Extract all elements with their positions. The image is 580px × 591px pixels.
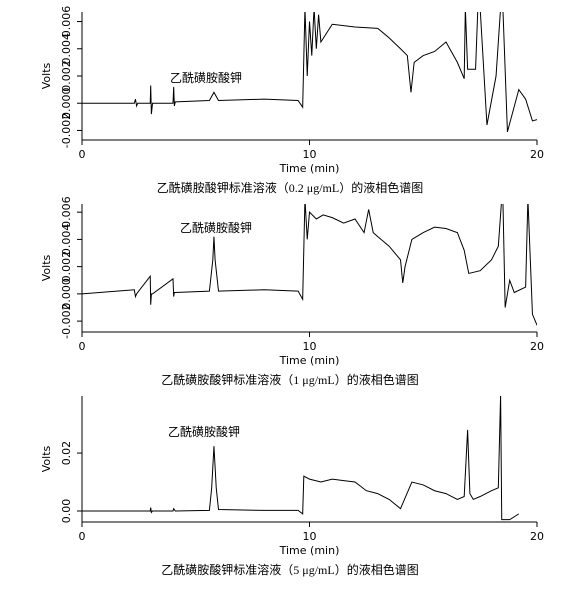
x-tick-label: 0 xyxy=(79,340,86,353)
y-axis-label: Volts xyxy=(40,254,53,281)
trace xyxy=(82,12,537,132)
y-tick-label: 0.02 xyxy=(60,441,73,466)
y-tick-label: 0.00 xyxy=(60,499,73,524)
caption: 乙酰磺胺酸钾标准溶液（1 μg/mL）的液相色谱图 xyxy=(161,372,418,387)
x-tick-label: 20 xyxy=(530,340,544,353)
x-axis-label: Time (min) xyxy=(279,354,340,367)
x-tick-label: 0 xyxy=(79,148,86,161)
x-tick-label: 10 xyxy=(303,340,317,353)
y-tick-label: 0.002 xyxy=(60,251,73,283)
chart-panel: 0 10 20 0.00 0.02 Time (min) Volts 乙酰磺胺酸钾标准溶液（5… xyxy=(40,396,544,577)
y-tick-label: 0.000 xyxy=(60,278,73,310)
y-tick-label: 0.006 xyxy=(60,6,73,37)
caption: 乙酰磺胺酸钾标准溶液（0.2 μg/mL）的液相色谱图 xyxy=(157,180,423,195)
peak-annotation: 乙酰磺胺酸钾 xyxy=(168,424,240,439)
peak-annotation: 乙酰磺胺酸钾 xyxy=(180,220,252,235)
x-axis-label: Time (min) xyxy=(279,544,340,557)
trace xyxy=(82,204,537,326)
caption: 乙酰磺胺酸钾标准溶液（5 μg/mL）的液相色谱图 xyxy=(161,562,418,577)
y-tick-label: 0.004 xyxy=(60,224,73,256)
peak-annotation: 乙酰磺胺酸钾 xyxy=(170,70,242,85)
y-tick-label: 0.004 xyxy=(60,33,73,65)
y-tick-label: -0.002 xyxy=(60,303,73,338)
x-tick-label: 10 xyxy=(303,530,317,543)
y-axis-label: Volts xyxy=(40,62,53,89)
x-tick-label: 0 xyxy=(79,530,86,543)
y-tick-label: -0.002 xyxy=(60,113,73,148)
y-tick-label: 0.006 xyxy=(60,196,73,228)
x-tick-label: 20 xyxy=(530,530,544,543)
y-tick-label: 0.000 xyxy=(60,87,73,119)
x-axis-label: Time (min) xyxy=(279,162,340,175)
y-tick-label: 0.002 xyxy=(60,60,73,92)
trace xyxy=(82,396,520,521)
x-tick-label: 20 xyxy=(530,148,544,161)
x-tick-label: 10 xyxy=(303,148,317,161)
y-axis-label: Volts xyxy=(40,445,53,472)
